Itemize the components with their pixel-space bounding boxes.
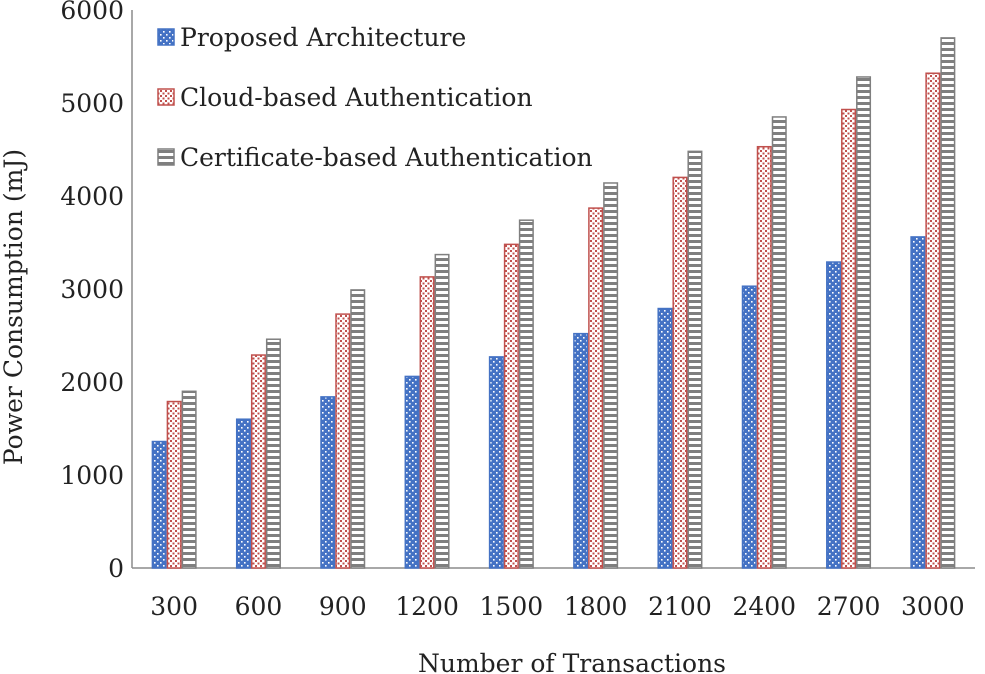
bar-series-3-900 bbox=[351, 290, 365, 568]
bar-series-2-3000 bbox=[926, 73, 940, 568]
bar-series-3-2100 bbox=[688, 151, 702, 568]
bar-series-1-600 bbox=[237, 419, 251, 568]
bar-series-3-300 bbox=[182, 391, 196, 568]
bar-series-2-1800 bbox=[589, 208, 603, 568]
legend-label: Proposed Architecture bbox=[180, 23, 466, 52]
legend-swatch bbox=[158, 29, 174, 45]
y-tick-label: 3000 bbox=[60, 275, 124, 304]
x-tick-label: 1200 bbox=[395, 592, 459, 621]
x-tick-label: 1500 bbox=[480, 592, 544, 621]
bar-series-1-2700 bbox=[827, 262, 841, 568]
bar-series-1-2100 bbox=[658, 309, 672, 568]
bar-series-2-1200 bbox=[420, 277, 434, 568]
y-tick-label: 4000 bbox=[60, 182, 124, 211]
x-tick-label: 600 bbox=[235, 592, 283, 621]
bar-series-2-2400 bbox=[758, 147, 772, 568]
bar-series-3-1800 bbox=[604, 183, 618, 568]
bar-series-2-1500 bbox=[505, 244, 518, 568]
bar-series-2-900 bbox=[336, 314, 350, 568]
bar-series-1-3000 bbox=[911, 237, 925, 568]
legend: Proposed Architecture Cloud-based Authent… bbox=[158, 23, 593, 172]
bar-series-2-2100 bbox=[673, 177, 687, 568]
legend-swatch bbox=[158, 149, 174, 165]
x-tick-label: 1800 bbox=[564, 592, 628, 621]
y-tick-label: 6000 bbox=[60, 0, 124, 25]
bar-chart: 0 1000 2000 3000 4000 5000 6000 300 600 900 1200 1… bbox=[0, 0, 985, 674]
x-tick-label: 3000 bbox=[901, 592, 965, 621]
bar-series-1-900 bbox=[321, 397, 335, 568]
bar-series-1-1200 bbox=[405, 376, 419, 568]
bar-series-3-2700 bbox=[857, 77, 871, 568]
y-tick-label: 2000 bbox=[60, 368, 124, 397]
bars bbox=[152, 38, 954, 568]
x-tick-label: 300 bbox=[150, 592, 198, 621]
x-tick-label: 2400 bbox=[732, 592, 796, 621]
x-axis-title: Number of Transactions bbox=[418, 649, 726, 674]
legend-label: Cloud-based Authentication bbox=[180, 83, 533, 112]
x-tick-label: 2100 bbox=[648, 592, 712, 621]
bar-series-2-2700 bbox=[842, 110, 856, 568]
bar-series-3-3000 bbox=[941, 38, 955, 568]
bar-series-3-1200 bbox=[435, 255, 449, 568]
y-tick-label: 0 bbox=[108, 554, 124, 583]
legend-swatch bbox=[158, 89, 174, 105]
y-tick-label: 5000 bbox=[60, 89, 124, 118]
bar-series-1-2400 bbox=[743, 286, 757, 568]
bar-series-1-1500 bbox=[490, 357, 504, 568]
bar-series-1-300 bbox=[152, 442, 166, 568]
bar-series-1-1800 bbox=[574, 334, 588, 568]
y-tick-label: 1000 bbox=[60, 461, 124, 490]
bar-series-2-600 bbox=[252, 355, 266, 568]
x-tick-label: 900 bbox=[319, 592, 367, 621]
y-tick-labels: 0 1000 2000 3000 4000 5000 6000 bbox=[60, 0, 124, 583]
bar-series-3-2400 bbox=[773, 117, 787, 568]
y-axis-title: Power Consumption (mJ) bbox=[0, 149, 28, 465]
legend-label: Certificate-based Authentication bbox=[180, 143, 593, 172]
x-tick-labels: 300 600 900 1200 1500 1800 2100 2400 2700 3000 bbox=[150, 592, 964, 621]
bar-series-3-1500 bbox=[520, 220, 534, 568]
bar-series-2-300 bbox=[167, 402, 181, 568]
bar-series-3-600 bbox=[267, 339, 281, 568]
x-tick-label: 2700 bbox=[817, 592, 881, 621]
